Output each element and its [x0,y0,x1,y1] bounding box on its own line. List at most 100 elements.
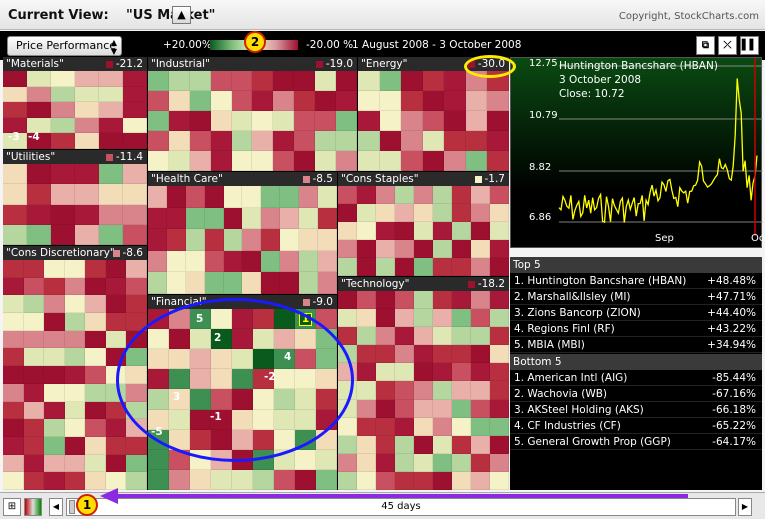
stock-cell[interactable] [414,399,433,418]
stock-cell[interactable] [23,454,45,473]
stock-cell[interactable] [465,151,488,171]
stock-cell[interactable] [318,272,337,294]
stock-cell[interactable] [357,258,376,276]
stock-cell[interactable] [148,91,169,111]
stock-cell[interactable] [376,453,395,472]
stock-cell[interactable] [338,327,357,346]
stock-cell[interactable] [126,436,147,455]
stock-cell[interactable] [185,272,205,294]
stock-cell[interactable] [273,91,295,111]
stock-cell[interactable] [44,295,65,314]
stock-cell[interactable] [444,151,466,171]
stock-cell[interactable] [433,327,452,346]
stock-cell[interactable] [299,250,319,273]
stock-cell[interactable] [433,204,452,222]
stock-cell[interactable] [75,133,99,149]
stock-cell[interactable] [357,309,376,328]
stock-cell[interactable] [465,131,488,151]
stock-cell[interactable] [261,250,281,273]
stock-cell[interactable] [166,250,186,273]
stock-cell[interactable] [422,111,445,131]
stock-cell[interactable] [99,184,123,205]
stock-cell[interactable] [280,250,300,273]
stock-cell[interactable] [338,471,357,490]
stock-cell[interactable] [471,240,490,258]
stock-cell[interactable] [99,224,123,245]
stock-cell[interactable] [395,291,414,310]
stock-cell[interactable] [395,186,414,204]
stock-cell[interactable] [376,309,395,328]
stock-cell[interactable] [452,291,471,310]
stock-cell[interactable] [3,472,24,490]
stock-cell[interactable] [51,184,75,205]
stock-cell[interactable] [490,453,509,472]
stock-cell[interactable] [105,419,127,437]
stock-cell[interactable] [315,131,337,151]
stock-cell[interactable] [414,417,433,436]
stock-cell[interactable] [99,86,123,103]
stock-cell[interactable] [252,151,274,171]
stock-cell[interactable] [185,229,205,251]
stock-cell[interactable] [336,71,357,91]
stock-cell[interactable] [166,186,186,208]
stock-cell[interactable] [357,435,376,454]
stock-cell[interactable] [64,277,86,296]
stock-cell[interactable] [204,272,224,294]
stock-cell[interactable] [273,71,295,91]
stock-cell[interactable] [471,309,490,328]
stock-cell[interactable] [126,313,147,331]
stock-cell[interactable] [210,151,232,171]
stock-cell[interactable] [395,381,414,400]
timeline-thumb[interactable] [69,500,75,514]
stock-cell[interactable] [376,327,395,346]
stock-cell[interactable] [261,272,281,294]
stock-cell[interactable] [210,91,232,111]
stock-cell[interactable] [318,250,337,273]
ranking-row[interactable]: 4. Regions Finl (RF) +43.22% [510,321,762,337]
stock-cell[interactable] [465,111,488,131]
stock-cell[interactable] [75,204,99,225]
stock-grid[interactable] [3,164,147,245]
stock-cell[interactable] [23,260,45,278]
stock-cell[interactable] [105,454,127,473]
stock-cell[interactable] [85,330,106,349]
stock-cell[interactable] [75,164,99,185]
stock-cell[interactable] [44,330,65,349]
stock-cell[interactable] [27,71,51,87]
stock-cell[interactable] [318,207,337,230]
stock-cell[interactable] [395,345,414,364]
stock-cell[interactable] [379,71,402,91]
stock-cell[interactable] [44,277,65,296]
stock-cell[interactable] [395,258,414,276]
stock-cell[interactable] [487,111,509,131]
stock-cell[interactable] [261,229,281,251]
stock-cell[interactable] [126,454,147,473]
up-level-button[interactable]: ▲ [172,6,191,24]
stock-cell[interactable] [401,151,423,171]
stock-cell[interactable] [433,345,452,364]
stock-cell[interactable] [148,449,169,470]
stock-cell[interactable] [395,204,414,222]
stock-cell[interactable] [316,449,337,470]
stock-cell[interactable] [75,117,99,134]
stock-cell[interactable] [23,401,45,420]
stock-cell[interactable] [433,186,452,204]
stock-cell[interactable] [376,186,395,204]
stock-cell[interactable] [376,399,395,418]
stock-cell[interactable] [166,207,186,230]
stock-cell[interactable] [471,186,490,204]
stock-cell[interactable] [123,224,147,245]
stock-cell[interactable] [422,91,445,111]
timeline-scrollbar[interactable]: 45 days [66,498,736,516]
stock-cell[interactable] [51,224,75,245]
stock-cell[interactable] [433,258,452,276]
stock-cell[interactable] [338,186,357,204]
stock-cell[interactable] [280,207,300,230]
stock-cell[interactable] [85,419,106,437]
stock-cell[interactable] [376,291,395,310]
stock-cell[interactable] [210,131,232,151]
stock-cell[interactable] [338,258,357,276]
stock-cell[interactable] [27,164,51,185]
stock-cell[interactable] [338,417,357,436]
stock-grid[interactable] [338,291,509,490]
